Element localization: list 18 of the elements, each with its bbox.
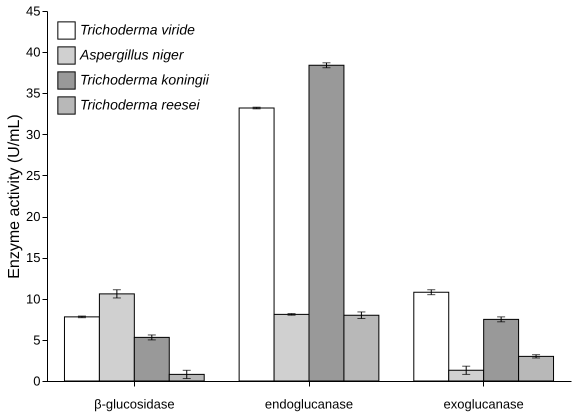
y-tick-label: 5 <box>33 332 40 348</box>
legend-label: Aspergillus niger <box>79 46 185 62</box>
y-tick-label: 10 <box>26 291 40 306</box>
x-tick-label: endoglucanase <box>264 396 354 412</box>
y-tick-label: 15 <box>26 250 40 266</box>
legend-label: Trichoderma viride <box>80 22 196 38</box>
x-tick-label: exoglucanase <box>444 396 524 412</box>
legend-label: Trichoderma koningii <box>80 72 210 88</box>
x-tick-label: β-glucosidase <box>94 396 175 412</box>
y-tick-label: 40 <box>26 44 40 60</box>
y-tick-label: 20 <box>26 209 40 224</box>
y-tick-label: 30 <box>26 126 40 142</box>
y-tick-label: 45 <box>26 4 40 18</box>
y-axis-title: Enzyme activity (U/mL) <box>6 114 24 279</box>
y-tick-label: 25 <box>26 168 40 183</box>
y-tick-label: 35 <box>26 86 40 101</box>
y-tick-label: 0 <box>33 374 40 388</box>
legend-label: Trichoderma reesei <box>80 96 200 112</box>
